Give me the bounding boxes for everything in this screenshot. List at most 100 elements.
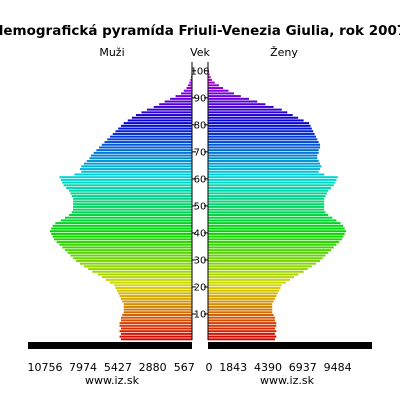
male-bar-age-17	[118, 292, 192, 295]
male-bar-age-7	[120, 319, 192, 322]
male-bar-age-94	[187, 84, 192, 87]
female-bar-age-23	[208, 276, 295, 279]
female-bar-age-38	[208, 235, 344, 238]
female-bar-age-3	[208, 330, 277, 333]
age-tick-label: 60	[194, 174, 207, 185]
male-bar-age-40	[49, 230, 193, 233]
male-bar-age-21	[110, 281, 192, 284]
x-tick-right-label: 6937	[289, 361, 317, 374]
female-bar-age-18	[208, 289, 280, 292]
male-bar-age-6	[119, 322, 192, 325]
female-bar-age-92	[208, 89, 229, 92]
female-bar-age-33	[208, 249, 331, 252]
x-tick-left-label: 2880	[139, 361, 167, 374]
female-bar-age-72	[208, 143, 321, 146]
male-bar-age-28	[79, 262, 192, 265]
male-bar-age-73	[104, 141, 192, 144]
female-label: Ženy	[270, 46, 298, 59]
female-bar-age-52	[208, 197, 325, 200]
female-bar-age-61	[208, 173, 325, 176]
male-bar-age-56	[66, 186, 192, 189]
female-bar-age-98	[208, 73, 210, 76]
female-bar-age-55	[208, 189, 329, 192]
male-bar-age-78	[118, 127, 192, 130]
male-bar-age-2	[120, 332, 192, 335]
female-bar-age-83	[208, 114, 293, 117]
male-bar-age-13	[123, 303, 192, 306]
female-bar-age-21	[208, 281, 286, 284]
female-bar-age-58	[208, 181, 336, 184]
x-tick-right-label: 9484	[324, 361, 352, 374]
male-bar-age-41	[51, 227, 193, 230]
female-bar-age-75	[208, 135, 316, 138]
female-bar-age-9	[208, 313, 274, 316]
male-bar-age-52	[73, 197, 192, 200]
male-bar-age-27	[84, 265, 192, 268]
male-bar-age-42	[52, 224, 192, 227]
male-bar-age-43	[55, 222, 192, 225]
female-bar-age-22	[208, 278, 290, 281]
male-bar-age-88	[164, 100, 192, 103]
age-tick-label: 40	[194, 228, 207, 239]
male-bar-age-65	[84, 162, 192, 165]
male-bar-age-44	[60, 219, 192, 222]
female-bar-age-65	[208, 162, 321, 165]
female-bar-age-90	[208, 95, 241, 98]
female-bar-age-15	[208, 297, 275, 300]
male-bar-age-81	[127, 119, 192, 122]
female-bar-age-4	[208, 327, 275, 330]
male-bar-age-49	[73, 205, 192, 208]
male-bar-age-29	[75, 259, 192, 262]
chart-title: demografická pyramída Friuli-Venezia Giu…	[0, 23, 400, 39]
female-bar-age-0	[208, 338, 275, 341]
female-bar-age-70	[208, 149, 319, 152]
age-tick-label: 70	[194, 147, 207, 158]
female-bar-age-29	[208, 259, 321, 262]
female-bar-age-19	[208, 286, 281, 289]
female-bar-age-49	[208, 205, 325, 208]
female-bar-age-20	[208, 284, 282, 287]
female-bar-age-54	[208, 192, 327, 195]
center-age-axis	[192, 60, 208, 343]
male-bar-age-77	[115, 130, 192, 133]
male-bar-age-85	[146, 108, 192, 111]
x-tick-left-label: 10756	[28, 361, 63, 374]
female-bar-age-42	[208, 224, 344, 227]
male-bar-age-50	[73, 203, 192, 206]
male-bar-age-14	[122, 300, 192, 303]
male-bar-age-19	[115, 286, 192, 289]
male-bar-age-60	[59, 176, 193, 179]
male-bar-age-16	[119, 295, 192, 298]
female-bar-age-51	[208, 200, 325, 203]
age-tick-label: 50	[194, 201, 207, 212]
female-bar-age-57	[208, 184, 334, 187]
male-bar-age-86	[153, 105, 192, 108]
male-bar-age-67	[89, 157, 192, 160]
age-tick-label: 30	[194, 255, 207, 266]
female-bar-age-25	[208, 270, 304, 273]
male-bar-age-3	[119, 330, 192, 333]
male-bar-age-22	[105, 278, 192, 281]
male-bar-age-96	[190, 78, 192, 81]
female-bar-age-43	[208, 222, 341, 225]
male-bar-age-30	[73, 257, 192, 260]
male-bar-age-32	[67, 251, 192, 254]
female-bar-age-34	[208, 246, 334, 249]
female-bar-age-67	[208, 157, 318, 160]
female-bar-age-76	[208, 132, 315, 135]
male-bar-age-24	[97, 273, 192, 276]
female-bar-age-87	[208, 103, 266, 106]
male-bar-age-12	[123, 305, 192, 308]
age-label: Vek	[190, 46, 210, 59]
male-bar-age-68	[90, 154, 192, 157]
female-bar-age-94	[208, 84, 219, 87]
female-bar-age-63	[208, 168, 321, 171]
x-tick-left-label: 7974	[69, 361, 97, 374]
female-bar-age-64	[208, 165, 322, 168]
female-bar-age-77	[208, 130, 314, 133]
male-bar-age-48	[73, 208, 192, 211]
male-bar-age-74	[107, 138, 192, 141]
male-bar-age-18	[116, 289, 192, 292]
male-bar-age-82	[131, 116, 192, 119]
female-bar-age-45	[208, 216, 333, 219]
